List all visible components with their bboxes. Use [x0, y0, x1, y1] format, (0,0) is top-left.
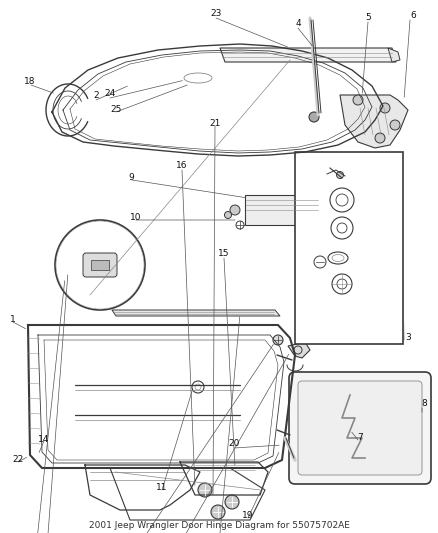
Text: 2001 Jeep Wrangler Door Hinge Diagram for 55075702AE: 2001 Jeep Wrangler Door Hinge Diagram fo…: [88, 521, 350, 530]
Text: 6: 6: [410, 12, 416, 20]
Circle shape: [230, 205, 240, 215]
Circle shape: [211, 505, 225, 519]
Text: 23: 23: [210, 10, 222, 19]
Polygon shape: [388, 48, 400, 62]
Circle shape: [336, 172, 343, 179]
Text: 22: 22: [12, 456, 24, 464]
Circle shape: [390, 120, 400, 130]
Text: 1: 1: [10, 316, 16, 325]
Text: 21: 21: [209, 119, 221, 128]
Text: 18: 18: [24, 77, 36, 86]
Bar: [295, 152, 403, 344]
Bar: [245, 195, 320, 225]
Text: 15: 15: [218, 249, 230, 259]
Circle shape: [353, 95, 363, 105]
Text: 4: 4: [295, 20, 301, 28]
Circle shape: [198, 483, 212, 497]
Text: 5: 5: [365, 13, 371, 22]
Text: 25: 25: [110, 104, 122, 114]
Circle shape: [273, 335, 283, 345]
FancyBboxPatch shape: [83, 253, 117, 277]
Text: 20: 20: [228, 440, 240, 448]
Polygon shape: [340, 95, 408, 148]
Text: 3: 3: [405, 334, 411, 343]
Text: 8: 8: [421, 400, 427, 408]
Text: 14: 14: [38, 434, 49, 443]
Circle shape: [225, 212, 232, 219]
Polygon shape: [288, 342, 310, 358]
Text: 19: 19: [242, 512, 254, 521]
Circle shape: [309, 112, 319, 122]
Circle shape: [380, 103, 390, 113]
Text: 2: 2: [93, 91, 99, 100]
Circle shape: [375, 133, 385, 143]
Text: 10: 10: [130, 214, 142, 222]
Text: 11: 11: [156, 483, 168, 492]
Text: 16: 16: [176, 161, 188, 171]
Circle shape: [225, 495, 239, 509]
Text: 7: 7: [357, 433, 363, 442]
Polygon shape: [220, 48, 396, 62]
Bar: [91, 260, 109, 270]
Polygon shape: [112, 310, 280, 316]
Text: 9: 9: [128, 174, 134, 182]
FancyBboxPatch shape: [298, 381, 422, 475]
FancyBboxPatch shape: [289, 372, 431, 484]
Text: 24: 24: [104, 90, 116, 99]
